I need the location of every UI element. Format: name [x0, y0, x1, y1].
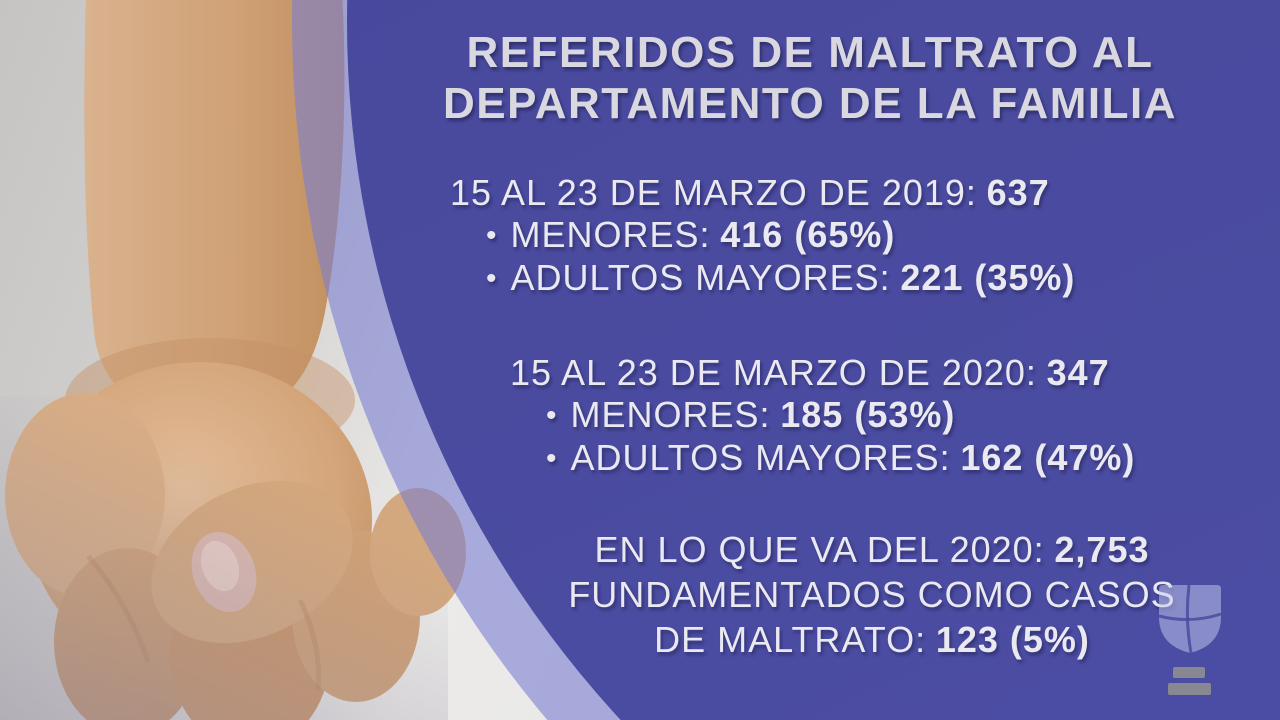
- logo-bar-top: [1173, 667, 1205, 678]
- logo-bar-bottom: [1168, 683, 1211, 695]
- stats-block-2020: 15 AL 23 DE MARZO DE 2020: 347 • MENORES: 1…: [510, 352, 1135, 480]
- bullet-menores-2020: • MENORES: 185 (53%): [510, 394, 1135, 437]
- summary-block: EN LO QUE VA DEL 2020: 2,753 FUNDAMENTADO…: [472, 527, 1272, 662]
- bullet-label: ADULTOS MAYORES:: [510, 257, 891, 298]
- bullet-value: 221 (35%): [900, 257, 1076, 298]
- summary-label: DE MALTRATO:: [654, 619, 927, 660]
- summary-value: 123 (5%): [935, 619, 1090, 660]
- bullet-dot-icon: •: [486, 219, 498, 252]
- bullet-adultos-2020: • ADULTOS MAYORES: 162 (47%): [510, 437, 1135, 480]
- heading-label: 15 AL 23 DE MARZO DE 2020:: [510, 352, 1037, 393]
- bullet-dot-icon: •: [546, 399, 558, 432]
- bullet-label: MENORES:: [570, 394, 771, 435]
- bullet-value: 185 (53%): [780, 394, 956, 435]
- stats-heading-2019: 15 AL 23 DE MARZO DE 2019: 637: [450, 172, 1075, 214]
- title-line-1: REFERIDOS DE MALTRATO AL: [466, 28, 1154, 77]
- page-title: REFERIDOS DE MALTRATO AL DEPARTAMENTO DE…: [410, 27, 1210, 129]
- stats-block-2019: 15 AL 23 DE MARZO DE 2019: 637 • MENORES: 4…: [450, 172, 1075, 300]
- bullet-value: 416 (65%): [720, 214, 896, 255]
- summary-label: EN LO QUE VA DEL 2020:: [594, 529, 1045, 570]
- univision-shield-icon: [1158, 584, 1222, 654]
- bullet-adultos-2019: • ADULTOS MAYORES: 221 (35%): [450, 257, 1075, 300]
- bullet-label: MENORES:: [510, 214, 711, 255]
- bullet-menores-2019: • MENORES: 416 (65%): [450, 214, 1075, 257]
- stats-heading-2020: 15 AL 23 DE MARZO DE 2020: 347: [510, 352, 1135, 394]
- heading-value: 347: [1046, 352, 1110, 393]
- title-line-2: DEPARTAMENTO DE LA FAMILIA: [442, 79, 1178, 128]
- heading-label: 15 AL 23 DE MARZO DE 2019:: [450, 172, 977, 213]
- heading-value: 637: [986, 172, 1050, 213]
- summary-value: 2,753: [1054, 529, 1150, 570]
- summary-line-1: EN LO QUE VA DEL 2020: 2,753: [472, 527, 1272, 572]
- bullet-value: 162 (47%): [960, 437, 1136, 478]
- bullet-label: ADULTOS MAYORES:: [570, 437, 951, 478]
- bullet-dot-icon: •: [546, 442, 558, 475]
- bullet-dot-icon: •: [486, 262, 498, 295]
- summary-line-3: DE MALTRATO: 123 (5%): [472, 617, 1272, 662]
- summary-line-2: FUNDAMENTADOS COMO CASOS: [568, 574, 1176, 615]
